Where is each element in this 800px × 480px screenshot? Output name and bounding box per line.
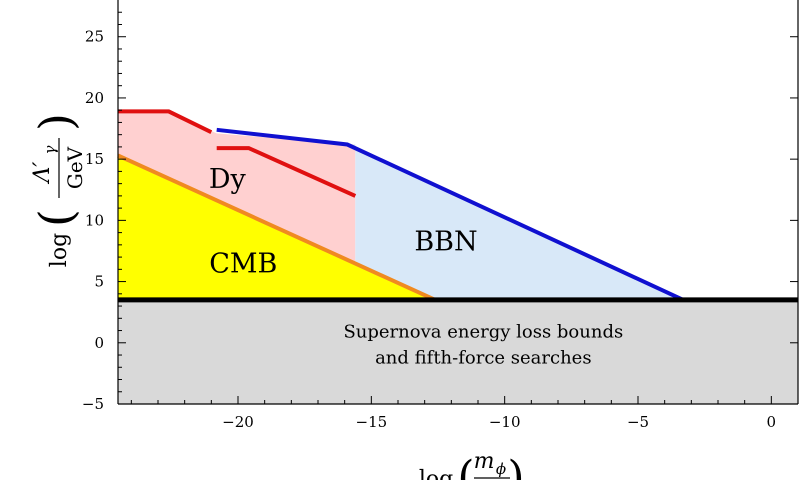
lines-layer (117, 109, 798, 303)
region-supernova (118, 299, 798, 404)
y-tick-label: −5 (82, 395, 104, 413)
region-label-cmb: CMB (209, 249, 277, 280)
y-axis-title-numerator: Λ′ (30, 162, 55, 185)
y-axis-title-paren-right: ) (29, 113, 83, 131)
x-axis-title-numerator-sub: ϕ (496, 460, 506, 478)
line-cmb-bound (117, 153, 437, 302)
region-label-bbn: BBN (414, 227, 477, 258)
axes-layer: −20 −15 −10 −5 0 −5 0 5 10 15 20 25 (82, 0, 799, 431)
region-dy (118, 111, 356, 264)
y-tick-label: 15 (85, 150, 104, 168)
x-axis-title-paren-right: ) (507, 452, 524, 480)
x-tick-label: −5 (627, 413, 649, 431)
y-tick-label: 20 (85, 89, 104, 107)
y-tick-label: 25 (85, 28, 104, 46)
x-axis-title: log (m ϕ) (419, 449, 525, 480)
y-tick-label: 0 (94, 334, 104, 352)
y-axis-title: log ( Λ′ γ GeV) (29, 113, 87, 267)
y-axis-title-denominator: GeV (63, 146, 87, 189)
x-tick-label: −10 (489, 413, 521, 431)
x-tick-label: −15 (356, 413, 388, 431)
x-axis-title-prefix: log (419, 467, 453, 480)
labels-layer: CMB Dy BBN Supernova energy loss bounds and … (29, 113, 623, 480)
region-label-supernova: Supernova energy loss bounds (343, 321, 623, 342)
y-tick-label: 10 (85, 211, 104, 229)
x-tick-label: 0 (767, 413, 777, 431)
line-dy-second-bound (216, 146, 357, 198)
line-bbn-bound (216, 127, 685, 302)
y-tick-label: 5 (94, 273, 104, 291)
x-tick-label: −20 (222, 413, 254, 431)
x-axis-title-paren-left: ( (457, 452, 474, 480)
y-axis-title-numerator-sub: γ (41, 145, 59, 154)
region-label-dy: Dy (209, 164, 247, 195)
line-dy-upper-bound (118, 109, 213, 134)
x-axis-title-numerator: m (474, 449, 495, 474)
y-axis-title-prefix: log (47, 233, 72, 267)
region-label-supernova: and fifth-force searches (375, 347, 592, 368)
y-axis-title-paren-left: ( (29, 209, 83, 227)
